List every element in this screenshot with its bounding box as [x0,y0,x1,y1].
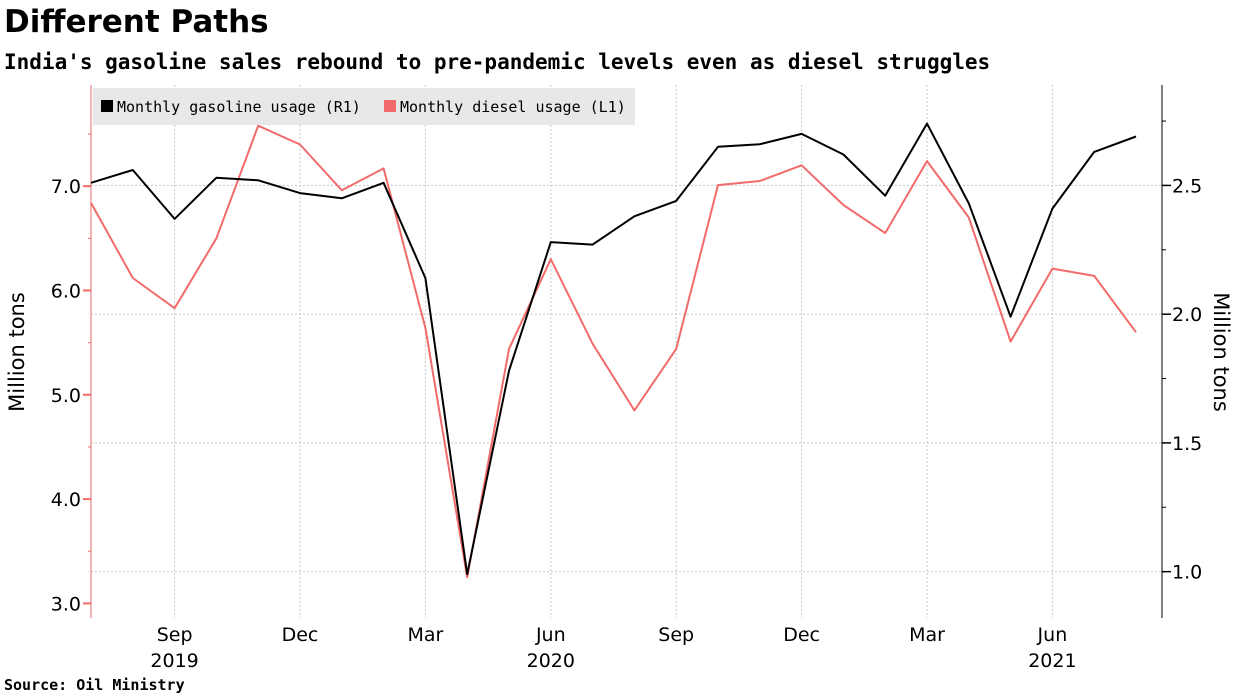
x-axis-tick-label: Dec [282,624,319,646]
x-axis-tick-label: Sep [157,624,193,646]
y-axis-left-tick-label: 7.0 [51,176,81,198]
x-axis-tick-label: Jun [1037,624,1068,646]
y-axis-right-tick-label: 2.0 [1172,304,1202,326]
x-axis-tick-label: Dec [783,624,820,646]
y-axis-left-title: Million tons [5,292,29,412]
legend-background [93,88,635,125]
y-axis-right-tick-label: 1.5 [1172,433,1202,455]
x-axis-year-label: 2019 [150,650,198,672]
legend: Monthly gasoline usage (R1) Monthly dies… [93,88,635,125]
x-axis-tick-label: Mar [909,624,945,646]
legend-swatch-diesel [384,100,396,112]
x-axis-tick-label: Sep [658,624,694,646]
gasoline-line [90,122,1137,576]
chart-title: Different Paths [4,4,269,40]
axes: 3.0 4.0 5.0 6.0 7.0 1.0 1.5 2.0 2.5 Sep 2019 Dec Mar… [51,85,1202,672]
y-axis-left-tick-label: 6.0 [51,280,81,302]
source-note: Source: Oil Ministry [4,676,185,694]
grid-lines [91,85,1162,618]
y-axis-left-tick-label: 5.0 [51,385,81,407]
y-axis-right-tick-label: 2.5 [1172,175,1202,197]
y-axis-left-tick-label: 4.0 [51,489,81,511]
y-axis-left-tick-label: 3.0 [51,593,81,615]
x-axis-year-label: 2020 [527,650,575,672]
legend-label-gasoline: Monthly gasoline usage (R1) [117,98,361,116]
y-axis-right-tick-label: 1.0 [1172,562,1202,584]
diesel-line [90,124,1137,579]
series-lines [90,122,1137,579]
legend-swatch-gasoline [101,100,113,112]
x-axis-tick-label: Mar [407,624,443,646]
chart-subtitle: India's gasoline sales rebound to pre-pa… [4,50,991,74]
legend-label-diesel: Monthly diesel usage (L1) [400,98,626,116]
y-axis-right-title: Million tons [1209,292,1233,412]
x-axis-year-label: 2021 [1028,650,1076,672]
x-axis-tick-label: Jun [535,624,566,646]
